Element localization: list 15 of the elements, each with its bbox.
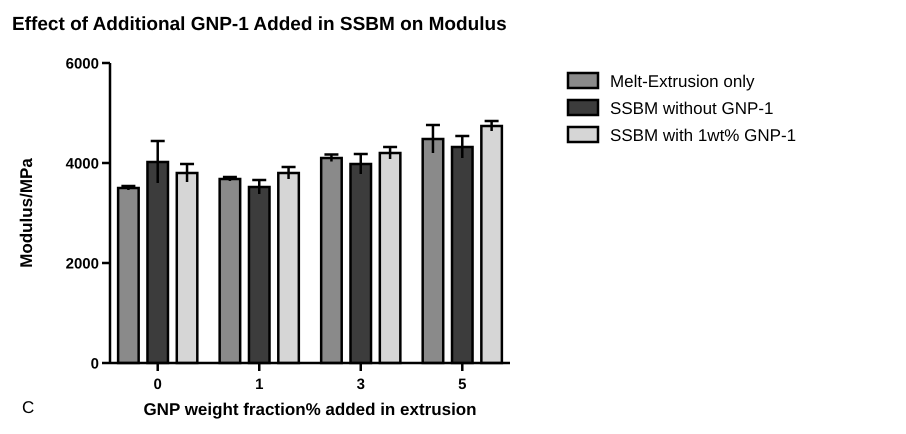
y-tick-label: 4000 <box>66 155 99 172</box>
x-axis-title: GNP weight fraction% added in extrusion <box>143 400 477 419</box>
x-tick-label: 3 <box>356 376 365 393</box>
legend-label: Melt-Extrusion only <box>610 72 756 91</box>
x-tick-label: 1 <box>255 376 264 393</box>
y-tick-label: 2000 <box>66 255 99 272</box>
chart-title: Effect of Additional GNP-1 Added in SSBM on Modulus <box>12 14 507 35</box>
legend-label: SSBM with 1wt% GNP-1 <box>610 126 796 145</box>
legend-label: SSBM without GNP-1 <box>610 98 774 118</box>
text: C <box>22 398 34 417</box>
x-tick-label: 5 <box>458 376 466 393</box>
y-tick-label: 6000 <box>66 55 99 72</box>
x-tick-label: 0 <box>154 376 162 393</box>
y-axis-title: Modulus/MPa <box>17 158 36 268</box>
y-tick-label: 0 <box>90 355 99 372</box>
